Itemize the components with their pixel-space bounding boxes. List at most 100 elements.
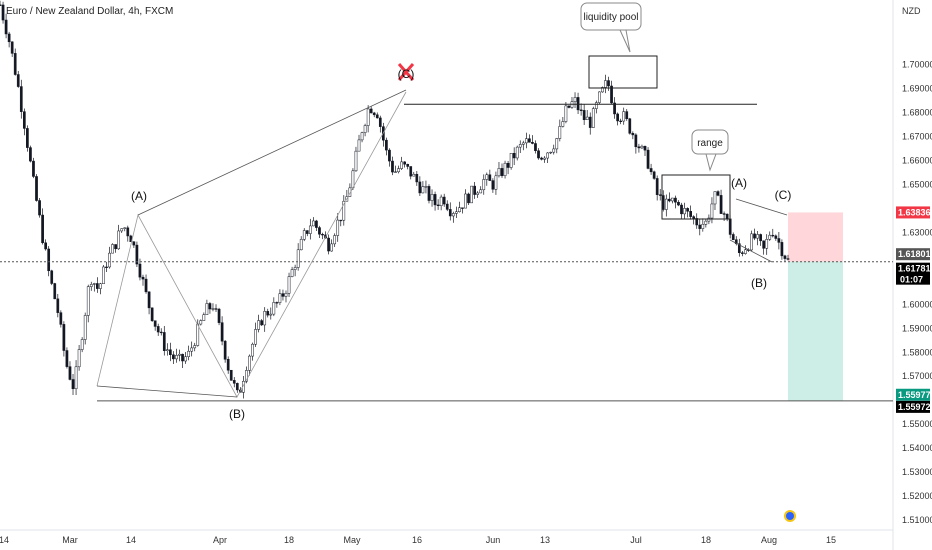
candle xyxy=(281,289,285,301)
callout-range-text: range xyxy=(697,138,723,149)
y-tick-label: 1.70000 xyxy=(902,60,932,70)
candle xyxy=(22,108,26,136)
candle xyxy=(573,92,577,108)
candle xyxy=(549,151,553,155)
candle xyxy=(315,219,318,232)
candle xyxy=(677,200,680,207)
candle xyxy=(698,219,702,236)
candle xyxy=(765,234,769,255)
y-tick-label: 1.58000 xyxy=(902,347,932,357)
candle xyxy=(141,274,145,286)
candle xyxy=(44,239,47,251)
candle xyxy=(318,225,321,238)
candle xyxy=(372,111,376,118)
candle xyxy=(220,316,224,346)
y-tick-label: 1.67000 xyxy=(902,132,932,142)
candle xyxy=(491,178,495,193)
candle xyxy=(537,148,540,160)
candle xyxy=(762,240,766,255)
candle xyxy=(290,266,294,278)
wave-label-c1: (C) xyxy=(398,67,415,81)
candle xyxy=(86,284,90,323)
candle xyxy=(327,234,330,255)
candle xyxy=(29,145,32,163)
candle xyxy=(308,218,312,240)
candle xyxy=(470,185,473,204)
candle xyxy=(375,112,379,119)
candle xyxy=(658,188,662,201)
candle xyxy=(193,342,197,352)
candle xyxy=(753,228,756,241)
x-tick-label: 15 xyxy=(826,535,836,545)
candle xyxy=(56,293,60,318)
candle xyxy=(366,105,370,133)
candle xyxy=(552,144,556,155)
candle xyxy=(771,228,775,238)
candle xyxy=(208,302,212,314)
stop-loss-zone[interactable] xyxy=(788,212,843,262)
candle xyxy=(251,342,254,361)
candle xyxy=(74,360,78,395)
candle xyxy=(461,207,464,214)
x-tick-label: 14 xyxy=(126,535,136,545)
event-icon[interactable] xyxy=(784,510,796,522)
x-tick-label: Mar xyxy=(62,535,78,545)
wedge-upper-line[interactable] xyxy=(735,198,788,216)
candle xyxy=(397,165,400,174)
candle xyxy=(412,171,416,177)
candle xyxy=(123,227,127,232)
candle xyxy=(226,356,230,374)
candle xyxy=(585,110,589,120)
candle xyxy=(1,1,5,24)
candle xyxy=(741,250,744,257)
x-mark-icon xyxy=(397,63,415,81)
candle xyxy=(363,123,367,137)
callout-liquidity-pool[interactable]: liquidity pool xyxy=(580,2,642,53)
candle xyxy=(41,208,44,245)
y-tick-label: 1.54000 xyxy=(902,443,932,453)
candle xyxy=(625,109,629,121)
liquidity-pool-box[interactable] xyxy=(588,55,658,89)
callout-liquidity-pool-text: liquidity pool xyxy=(583,12,638,23)
upper-channel-line[interactable] xyxy=(137,89,407,216)
candle xyxy=(102,265,105,285)
countdown: 01:07 xyxy=(900,275,923,285)
candle xyxy=(485,172,489,186)
lower-channel-line[interactable] xyxy=(96,385,238,398)
candle xyxy=(89,281,93,291)
time-axis-ticks: 14 Mar 14 Apr 18 May 16 Jun 13 Jul 18 Aug 15 xyxy=(0,535,836,545)
svg-text:1.61801: 1.61801 xyxy=(898,249,931,259)
candle xyxy=(321,232,324,240)
candle xyxy=(521,140,525,151)
y-tick-label: 1.60000 xyxy=(902,299,932,309)
candle xyxy=(622,107,626,125)
wave-label-b2: (B) xyxy=(751,276,767,290)
candle xyxy=(430,189,434,207)
candle xyxy=(65,347,69,369)
take-profit-zone[interactable] xyxy=(788,261,843,401)
candle xyxy=(442,193,446,207)
candle xyxy=(293,264,297,277)
candle xyxy=(777,231,781,250)
callout-range[interactable]: range xyxy=(691,129,729,172)
drawing-lines xyxy=(0,55,893,402)
candle xyxy=(144,274,148,294)
price-badge: 1.63836 xyxy=(896,206,931,219)
candle xyxy=(330,239,333,252)
range-box[interactable] xyxy=(661,174,731,220)
candle xyxy=(655,175,659,201)
candle xyxy=(418,176,422,197)
candle xyxy=(19,79,23,119)
candle xyxy=(159,328,163,336)
candle xyxy=(284,290,288,303)
candle xyxy=(126,225,130,242)
candle xyxy=(80,337,84,353)
candle xyxy=(354,146,358,172)
candle xyxy=(254,322,257,347)
candle xyxy=(518,140,522,153)
abc-wave-path[interactable] xyxy=(96,91,407,398)
wedge-lower-line[interactable] xyxy=(729,239,773,263)
candle xyxy=(83,312,87,345)
